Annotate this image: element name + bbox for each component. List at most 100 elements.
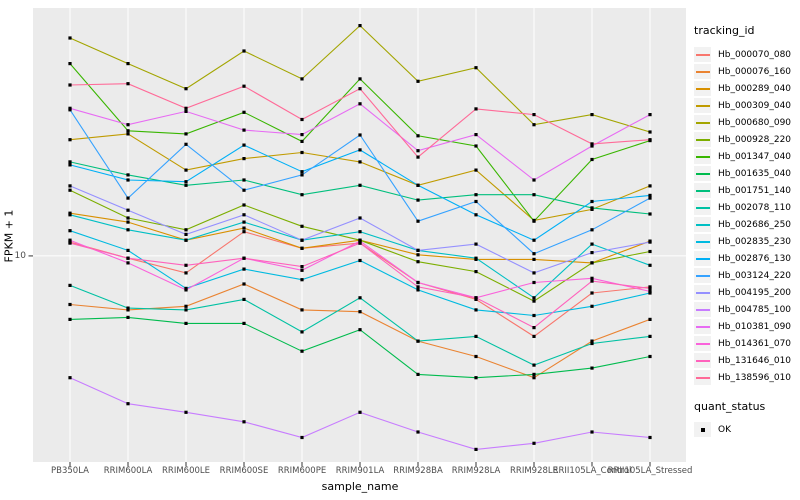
legend-key-swatch bbox=[694, 234, 711, 249]
data-point-Hb_014361_070 bbox=[416, 280, 420, 285]
data-point-Hb_002078_110 bbox=[126, 306, 130, 310]
data-point-Hb_131646_010 bbox=[416, 285, 420, 289]
legend-item-label: Hb_131646_010 bbox=[718, 355, 792, 366]
legend-title-tracking-id: tracking_id bbox=[694, 24, 755, 37]
data-point-Hb_000289_040 bbox=[532, 257, 536, 261]
data-point-Hb_001635_040 bbox=[532, 372, 536, 376]
legend-key-line-icon bbox=[695, 138, 710, 141]
data-point-Hb_002876_130 bbox=[68, 163, 72, 167]
legend-key-line-icon bbox=[695, 240, 710, 243]
data-point-Hb_131646_010 bbox=[532, 326, 536, 330]
data-point-Hb_000076_160 bbox=[532, 376, 536, 380]
data-point-Hb_002835_230 bbox=[474, 308, 478, 312]
data-point-Hb_000680_090 bbox=[242, 49, 246, 53]
data-point-Hb_001751_140 bbox=[416, 198, 420, 202]
data-point-Hb_138596_010 bbox=[532, 113, 536, 117]
data-point-Hb_000680_090 bbox=[648, 130, 652, 134]
data-point-Hb_000680_090 bbox=[68, 36, 72, 40]
legend-key-line-icon bbox=[695, 257, 710, 260]
data-point-Hb_138596_010 bbox=[184, 106, 188, 110]
legend-item-label: Hb_000076_160 bbox=[718, 66, 792, 77]
data-point-Hb_138596_010 bbox=[648, 138, 652, 142]
data-point-Hb_131646_010 bbox=[648, 286, 652, 290]
data-point-Hb_003124_220 bbox=[416, 219, 420, 223]
data-point-Hb_004195_200 bbox=[242, 213, 246, 217]
data-point-Hb_001347_040 bbox=[474, 144, 478, 148]
data-point-Hb_001347_040 bbox=[126, 129, 130, 133]
data-point-Hb_131646_010 bbox=[184, 263, 188, 267]
data-point-Hb_000070_080 bbox=[242, 230, 246, 234]
data-point-Hb_002078_110 bbox=[532, 363, 536, 367]
data-point-Hb_004195_200 bbox=[648, 240, 652, 244]
data-point-Hb_010381_090 bbox=[242, 128, 246, 132]
data-point-Hb_002686_250 bbox=[126, 228, 130, 232]
data-point-Hb_004195_200 bbox=[126, 208, 130, 212]
data-point-Hb_014361_070 bbox=[126, 261, 130, 265]
data-point-Hb_003124_220 bbox=[358, 133, 362, 137]
quant-status-item-list: OK bbox=[694, 421, 798, 438]
legend-item-label: Hb_001751_140 bbox=[718, 185, 792, 196]
data-point-Hb_004195_200 bbox=[68, 184, 72, 188]
legend-item-Hb_004785_100: Hb_004785_100 bbox=[694, 301, 798, 318]
data-point-Hb_138596_010 bbox=[474, 107, 478, 111]
data-point-Hb_131646_010 bbox=[590, 279, 594, 283]
data-point-Hb_000309_040 bbox=[300, 150, 304, 155]
data-point-Hb_002078_110 bbox=[184, 308, 188, 312]
legend-key-line-icon bbox=[695, 291, 710, 294]
data-point-Hb_004785_100 bbox=[242, 420, 246, 424]
data-point-Hb_001751_140 bbox=[126, 173, 130, 177]
data-point-Hb_002078_110 bbox=[68, 283, 72, 287]
data-point-Hb_001751_140 bbox=[474, 193, 478, 197]
data-point-Hb_000928_220 bbox=[416, 260, 420, 264]
data-point-Hb_010381_090 bbox=[68, 106, 72, 110]
data-point-Hb_131646_010 bbox=[300, 265, 304, 269]
legend-item-Hb_131646_010: Hb_131646_010 bbox=[694, 352, 798, 369]
legend-key-swatch bbox=[694, 166, 711, 181]
data-point-Hb_003124_220 bbox=[126, 196, 130, 200]
data-point-Hb_131646_010 bbox=[474, 296, 478, 300]
legend-key-line-icon bbox=[695, 308, 710, 311]
data-point-Hb_000680_090 bbox=[590, 113, 594, 117]
data-point-Hb_003124_220 bbox=[242, 188, 246, 192]
data-point-Hb_001751_140 bbox=[300, 193, 304, 197]
data-point-Hb_002686_250 bbox=[358, 230, 362, 234]
data-point-Hb_000076_160 bbox=[184, 304, 188, 308]
legend-key-line-icon bbox=[695, 189, 710, 192]
data-point-Hb_010381_090 bbox=[358, 102, 362, 106]
data-point-Hb_000680_090 bbox=[416, 79, 420, 83]
data-point-Hb_002078_110 bbox=[590, 341, 594, 346]
legend-item-Hb_000289_040: Hb_000289_040 bbox=[694, 80, 798, 97]
legend-item-label: Hb_002686_250 bbox=[718, 219, 792, 230]
data-point-Hb_002835_230 bbox=[532, 313, 536, 318]
data-point-Hb_000680_090 bbox=[358, 24, 362, 28]
data-point-Hb_000680_090 bbox=[126, 62, 130, 66]
data-point-Hb_138596_010 bbox=[242, 84, 246, 88]
data-point-Hb_004785_100 bbox=[532, 441, 536, 445]
data-point-Hb_000309_040 bbox=[242, 157, 246, 161]
data-point-Hb_004785_100 bbox=[648, 435, 652, 440]
data-point-Hb_002876_130 bbox=[358, 148, 362, 152]
data-point-Hb_004785_100 bbox=[416, 430, 420, 434]
legend-item-Hb_003124_220: Hb_003124_220 bbox=[694, 267, 798, 284]
data-point-Hb_014361_070 bbox=[590, 276, 594, 280]
data-point-Hb_001347_040 bbox=[358, 77, 362, 81]
data-point-Hb_000928_220 bbox=[532, 299, 536, 303]
legend-item-label: Hb_000928_220 bbox=[718, 134, 792, 145]
data-point-Hb_014361_070 bbox=[532, 280, 536, 285]
legend-key-line-icon bbox=[695, 172, 710, 175]
data-point-Hb_001347_040 bbox=[590, 157, 594, 162]
data-point-Hb_002078_110 bbox=[648, 334, 652, 338]
data-point-Hb_004785_100 bbox=[300, 435, 304, 440]
data-point-Hb_002876_130 bbox=[416, 183, 420, 187]
data-point-Hb_000076_160 bbox=[242, 282, 246, 286]
data-point-Hb_000928_220 bbox=[474, 270, 478, 274]
legend-item-Hb_001347_040: Hb_001347_040 bbox=[694, 148, 798, 165]
data-point-Hb_000680_090 bbox=[474, 66, 478, 70]
data-point-Hb_003124_220 bbox=[532, 252, 536, 256]
legend-key-line-icon bbox=[695, 223, 710, 226]
quant-status-label: OK bbox=[718, 424, 731, 435]
data-point-Hb_001751_140 bbox=[532, 193, 536, 197]
data-point-Hb_004785_100 bbox=[68, 376, 72, 380]
data-point-Hb_010381_090 bbox=[590, 144, 594, 148]
